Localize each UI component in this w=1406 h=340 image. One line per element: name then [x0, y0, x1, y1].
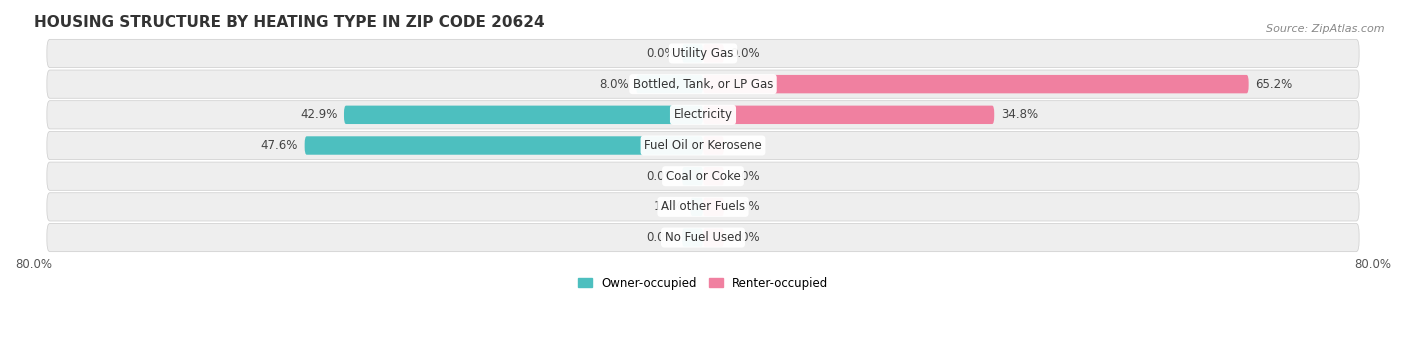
Text: 0.0%: 0.0%	[731, 47, 761, 60]
Text: 0.0%: 0.0%	[731, 200, 761, 214]
Text: 42.9%: 42.9%	[299, 108, 337, 121]
Text: 0.0%: 0.0%	[645, 170, 675, 183]
FancyBboxPatch shape	[690, 198, 703, 216]
Text: 0.0%: 0.0%	[645, 231, 675, 244]
FancyBboxPatch shape	[703, 198, 724, 216]
FancyBboxPatch shape	[703, 167, 724, 185]
Text: Coal or Coke: Coal or Coke	[665, 170, 741, 183]
FancyBboxPatch shape	[46, 162, 1360, 190]
Text: 34.8%: 34.8%	[1001, 108, 1038, 121]
Text: 8.0%: 8.0%	[600, 78, 630, 91]
Text: 0.0%: 0.0%	[731, 231, 761, 244]
FancyBboxPatch shape	[636, 75, 703, 94]
FancyBboxPatch shape	[46, 39, 1360, 68]
FancyBboxPatch shape	[682, 228, 703, 247]
FancyBboxPatch shape	[46, 223, 1360, 252]
Text: Source: ZipAtlas.com: Source: ZipAtlas.com	[1267, 24, 1385, 34]
FancyBboxPatch shape	[46, 70, 1360, 98]
Text: Fuel Oil or Kerosene: Fuel Oil or Kerosene	[644, 139, 762, 152]
Text: 0.0%: 0.0%	[645, 47, 675, 60]
Text: 0.0%: 0.0%	[731, 139, 761, 152]
FancyBboxPatch shape	[703, 106, 994, 124]
FancyBboxPatch shape	[703, 228, 724, 247]
FancyBboxPatch shape	[703, 75, 1249, 94]
Text: Bottled, Tank, or LP Gas: Bottled, Tank, or LP Gas	[633, 78, 773, 91]
Text: No Fuel Used: No Fuel Used	[665, 231, 741, 244]
FancyBboxPatch shape	[682, 167, 703, 185]
Text: Electricity: Electricity	[673, 108, 733, 121]
FancyBboxPatch shape	[46, 101, 1360, 129]
Text: 1.5%: 1.5%	[654, 200, 683, 214]
Text: Utility Gas: Utility Gas	[672, 47, 734, 60]
FancyBboxPatch shape	[344, 106, 703, 124]
Text: 65.2%: 65.2%	[1256, 78, 1292, 91]
Text: 0.0%: 0.0%	[731, 170, 761, 183]
FancyBboxPatch shape	[703, 136, 724, 155]
FancyBboxPatch shape	[703, 44, 724, 63]
FancyBboxPatch shape	[682, 44, 703, 63]
Text: HOUSING STRUCTURE BY HEATING TYPE IN ZIP CODE 20624: HOUSING STRUCTURE BY HEATING TYPE IN ZIP…	[34, 15, 544, 30]
FancyBboxPatch shape	[305, 136, 703, 155]
Legend: Owner-occupied, Renter-occupied: Owner-occupied, Renter-occupied	[572, 272, 834, 294]
Text: All other Fuels: All other Fuels	[661, 200, 745, 214]
FancyBboxPatch shape	[46, 193, 1360, 221]
Text: 47.6%: 47.6%	[260, 139, 298, 152]
FancyBboxPatch shape	[46, 131, 1360, 159]
